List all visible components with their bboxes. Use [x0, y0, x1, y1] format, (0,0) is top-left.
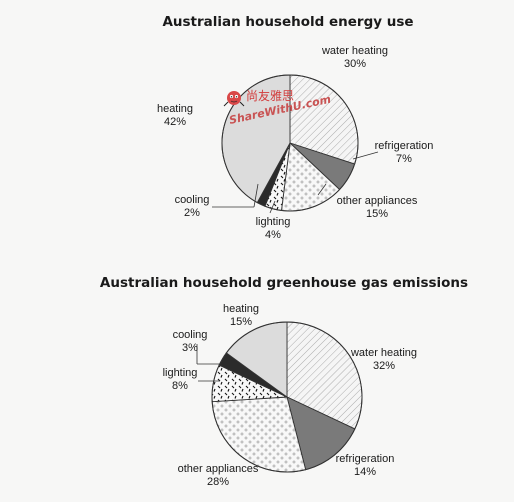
- slice-label-name: cooling: [175, 194, 210, 206]
- slice-label-value: 15%: [230, 316, 252, 328]
- slice-label-name: water heating: [350, 347, 417, 359]
- watermark-mascot-icon: [223, 91, 245, 107]
- slice-label-name: water heating: [321, 45, 388, 57]
- slice-label-name: refrigeration: [375, 140, 434, 152]
- slice-label-value: 28%: [207, 476, 229, 488]
- slice-label-value: 30%: [344, 58, 366, 70]
- pie-outline: [211, 321, 363, 473]
- slice-label-name: heating: [157, 103, 193, 115]
- slice-label-value: 7%: [396, 153, 412, 165]
- chart-title: Australian household energy use: [162, 14, 413, 30]
- leader-lines: [196, 344, 220, 382]
- slice-label-name: other appliances: [337, 195, 418, 207]
- slice-label-value: 32%: [373, 360, 395, 372]
- slice-label-value: 8%: [172, 380, 188, 392]
- slice-label-name: heating: [223, 303, 259, 315]
- leader-lines: [212, 151, 379, 214]
- pie-greenhouse-gas: [211, 321, 363, 473]
- slice-label-value: 4%: [265, 229, 281, 241]
- slice-label-value: 42%: [164, 116, 186, 128]
- pie-outline: [221, 74, 359, 212]
- slice-label-name: lighting: [163, 367, 198, 379]
- slice-label-value: 2%: [184, 207, 200, 219]
- slice-label-name: refrigeration: [336, 453, 395, 465]
- pie-energy-use: [221, 74, 359, 212]
- chart-title: Australian household greenhouse gas emis…: [100, 275, 468, 291]
- slice-label-value: 3%: [182, 342, 198, 354]
- slice-label-value: 15%: [366, 208, 388, 220]
- slice-label-name: cooling: [173, 329, 208, 341]
- slice-label-value: 14%: [354, 466, 376, 478]
- slice-label-name: lighting: [256, 216, 291, 228]
- watermark-chinese-text: 尚友雅思: [246, 88, 294, 103]
- slice-label-name: other appliances: [178, 463, 259, 475]
